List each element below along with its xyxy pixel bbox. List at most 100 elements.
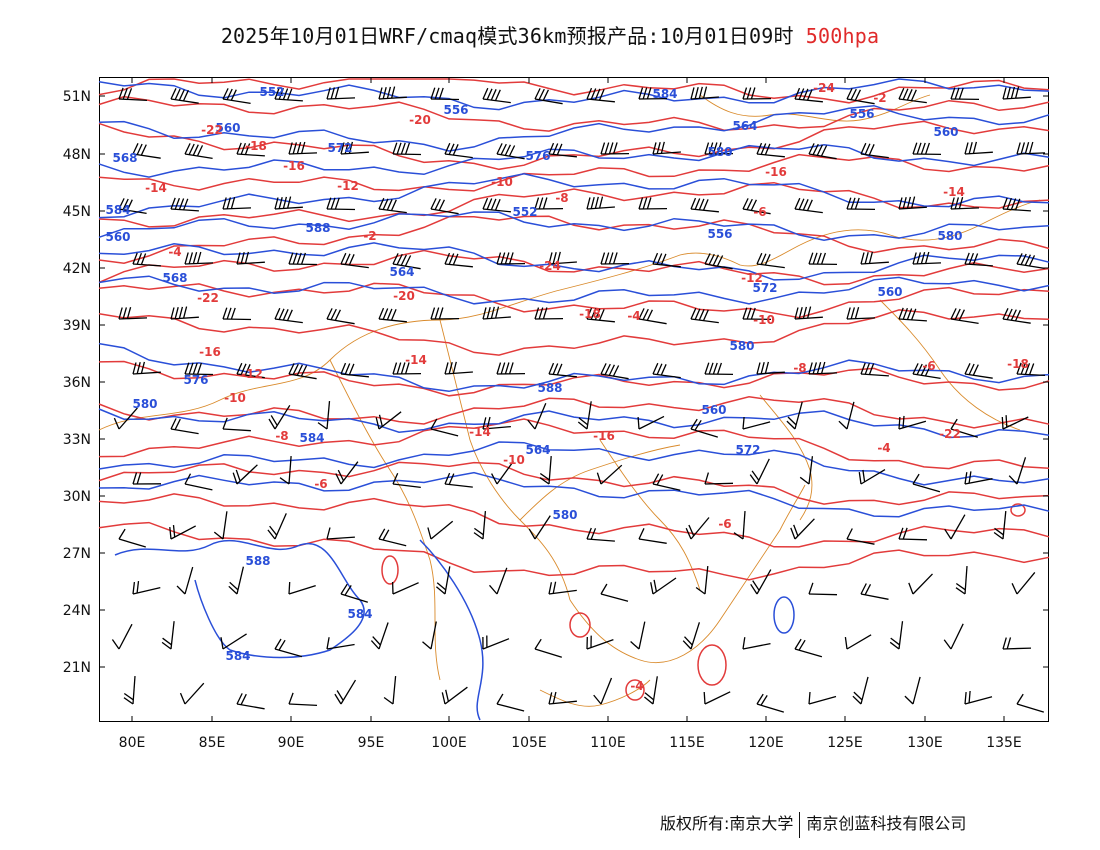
wind-barb-feather — [548, 142, 555, 155]
wind-barb — [756, 263, 785, 269]
wind-barb-feather — [590, 308, 597, 320]
wind-barb-feather — [292, 142, 298, 154]
temperature-contour — [98, 120, 1050, 171]
wind-barb-feather — [378, 528, 386, 540]
wind-barb — [794, 208, 823, 214]
wind-barb-feather — [1016, 142, 1021, 155]
wind-barb-feather — [118, 307, 123, 320]
wind-barb-feather — [174, 88, 181, 100]
temperature-label: -6 — [314, 477, 327, 491]
wind-barb-feather — [172, 525, 176, 538]
wind-barb — [496, 703, 525, 712]
wind-barb-feather — [955, 582, 966, 591]
wind-barb-feather — [808, 582, 814, 595]
wind-barb-feather — [950, 308, 957, 320]
wind-barb-feather — [334, 87, 340, 99]
wind-barb-feather — [1011, 583, 1018, 595]
height-label: 580 — [937, 229, 962, 243]
wind-barb-feather — [690, 307, 697, 320]
wind-barb-feather — [556, 143, 563, 156]
lat-label: 36N — [63, 375, 91, 391]
wind-barb-feather — [958, 197, 964, 209]
wind-barb-feather — [695, 586, 706, 595]
wind-barb-feather — [300, 141, 306, 154]
wind-barb-feather — [504, 252, 510, 265]
wind-barb-feather — [378, 414, 383, 427]
wind-barb-feather — [802, 88, 809, 101]
wind-barb — [704, 482, 734, 485]
wind-barb-feather — [577, 421, 588, 430]
wind-barb-feather — [950, 197, 955, 210]
wind-barb-feather — [690, 418, 698, 430]
temperature-label: -16 — [765, 165, 787, 179]
wind-barb-feather — [178, 306, 184, 319]
contour-labels: 552 556 560 564 568 572 576 580 584 588 552 556 560 5… — [105, 81, 1028, 693]
wind-barb-feather — [912, 252, 917, 265]
wind-barb-feather — [176, 585, 186, 595]
wind-barb-feather — [660, 253, 667, 266]
wind-barb-feather — [494, 306, 500, 319]
boundary-line — [559, 244, 801, 291]
wind-barb-feather — [652, 252, 659, 265]
wind-barb-feather — [704, 253, 711, 265]
wind-barb-feather — [122, 87, 128, 100]
wind-barb-feather — [527, 419, 536, 430]
wind-barb-feather — [274, 307, 281, 320]
lat-label: 42N — [63, 261, 91, 277]
wind-barb — [600, 464, 623, 485]
wind-barb-feather — [1024, 254, 1031, 266]
lon-label: 125E — [827, 735, 863, 751]
wind-barb-feather — [1005, 415, 1008, 428]
lat-label: 24N — [63, 603, 91, 619]
wind-barb-feather — [178, 198, 185, 210]
temperature-contour — [98, 282, 1050, 319]
wind-barb-feather — [236, 252, 241, 265]
temperature-label: -16 — [283, 159, 305, 173]
wind-barb-feather — [288, 252, 294, 265]
wind-barb — [846, 634, 872, 650]
wind-barb — [132, 676, 136, 705]
wind-barb-feather — [612, 142, 618, 154]
wind-barb-feather — [274, 87, 280, 100]
wind-barb-feather — [898, 527, 904, 540]
wind-barb-feather — [378, 87, 383, 100]
height-label: 580 — [552, 508, 577, 522]
wind-barb — [808, 456, 814, 485]
wind-barb-feather — [334, 309, 341, 321]
wind-barb-feather — [704, 142, 710, 155]
wind-barb — [378, 411, 402, 430]
wind-barb-feather — [278, 639, 286, 651]
wind-barb-feather — [240, 693, 247, 705]
wind-barb-feather — [838, 420, 848, 430]
wind-barb-feather — [534, 307, 540, 320]
wind-barb — [860, 676, 869, 705]
wind-barb-feather — [230, 89, 237, 101]
wind-barb — [652, 577, 677, 595]
wind-barb-feather — [994, 527, 1004, 536]
height-label: 564 — [525, 443, 550, 457]
temperature-contours — [98, 78, 1050, 701]
wind-barb-feather — [858, 472, 862, 485]
wind-barb-feather — [600, 583, 608, 595]
wind-barb-feather — [598, 89, 605, 101]
wind-barb-feather — [642, 308, 649, 320]
wind-barb-feather — [270, 415, 278, 426]
wind-barb-feather — [756, 362, 761, 375]
lon-label: 90E — [278, 735, 305, 751]
wind-barb-feather — [1010, 86, 1016, 99]
wind-barb-feather — [756, 142, 763, 155]
wind-barb-feather — [184, 143, 191, 155]
wind-barb-feather — [490, 198, 497, 211]
height-contour — [98, 342, 1050, 393]
wind-barb-feather — [593, 694, 602, 705]
wind-barb-feather — [490, 306, 495, 319]
lon-label: 120E — [748, 735, 784, 751]
wind-barb-feather — [330, 87, 336, 99]
wind-barb-feather — [682, 640, 692, 650]
temperature-contour — [98, 396, 1050, 429]
wind-barb — [392, 483, 421, 489]
temperature-closed-contour — [381, 555, 399, 585]
wind-barb-feather — [750, 307, 756, 320]
wind-barb-feather — [968, 363, 975, 375]
wind-barb-feather — [390, 309, 397, 321]
